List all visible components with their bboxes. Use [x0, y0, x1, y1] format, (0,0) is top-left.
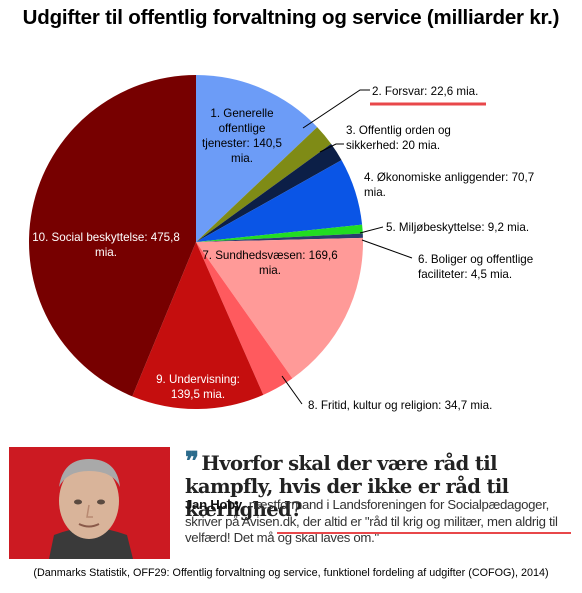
slice-label-7: 7. Sundhedsvæsen: 169,6 mia.	[202, 249, 337, 277]
pie-slice-9	[132, 242, 264, 409]
slice-label-5: 5. Miljøbeskyttelse: 9,2 mia.	[386, 221, 529, 234]
pie-slice-5	[196, 224, 363, 242]
pie-slice-8	[196, 242, 293, 395]
slice-label-4: 4. Økonomiske anliggender: 70,7 mia.	[364, 171, 534, 199]
portrait-photo	[9, 447, 170, 559]
slice-label-6: 6. Boliger og offentlige faciliteter: 4,5…	[418, 253, 533, 281]
slice-label-10: 10. Social beskyttelse: 475,8 mia.	[32, 231, 180, 259]
quote-headline: ❞ Hvorfor skal der være råd til kampfly, …	[185, 449, 577, 521]
slice-label-2: 2. Forsvar: 22,6 mia.	[372, 85, 478, 98]
pie-slice-6	[196, 233, 363, 242]
pie-chart: 1. Generelle offentlige tjenester: 140,5 mi…	[28, 74, 534, 412]
pie-slice-4	[196, 160, 363, 242]
source-note: (Danmarks Statistik, OFF29: Offentlig fo…	[33, 567, 549, 579]
slice-label-3: 3. Offentlig orden og sikkerhed: 20 mia.	[346, 124, 451, 152]
slice-label-1: 1. Generelle offentlige tjenester: 140,5 mi…	[202, 107, 282, 165]
quote-mark-icon: ❞	[185, 447, 199, 477]
leader-line-3	[319, 143, 344, 153]
slice-label-8: 8. Fritid, kultur og religion: 34,7 mia.	[308, 399, 492, 412]
quote-body-part1: , næstformand i Landsforeningen for Soci…	[185, 497, 549, 529]
leader-line-8	[281, 375, 303, 405]
pie-slice-10	[28, 74, 196, 397]
pie-slice-2	[196, 127, 332, 242]
leader-lines	[281, 89, 486, 405]
pie-slice-1	[196, 75, 318, 242]
quote-underline	[277, 532, 571, 534]
leader-line-5	[359, 226, 384, 234]
quote-headline-text: Hvorfor skal der være råd til kampfly, h…	[185, 452, 509, 521]
chart-title: Udgifter til offentlig forvaltning og se…	[22, 6, 560, 29]
pie-slices	[28, 74, 364, 409]
leader-line-2	[302, 89, 370, 129]
leader-line-6	[361, 239, 413, 259]
quote-box: ❞ Hvorfor skal der være råd til kampfly, …	[9, 447, 577, 559]
quote-author: Jan Hoby	[185, 497, 242, 512]
slice-label-9: 9. Undervisning: 139,5 mia.	[156, 373, 240, 401]
pie-slice-7	[196, 237, 364, 379]
quote-highlight: altid er "råd til krig og militær, men a…	[185, 513, 558, 546]
slice-labels: 1. Generelle offentlige tjenester: 140,5 mi…	[32, 85, 534, 412]
pie-slice-3	[196, 143, 342, 242]
quote-body: Jan Hoby, næstformand i Landsforeningen …	[185, 497, 580, 547]
